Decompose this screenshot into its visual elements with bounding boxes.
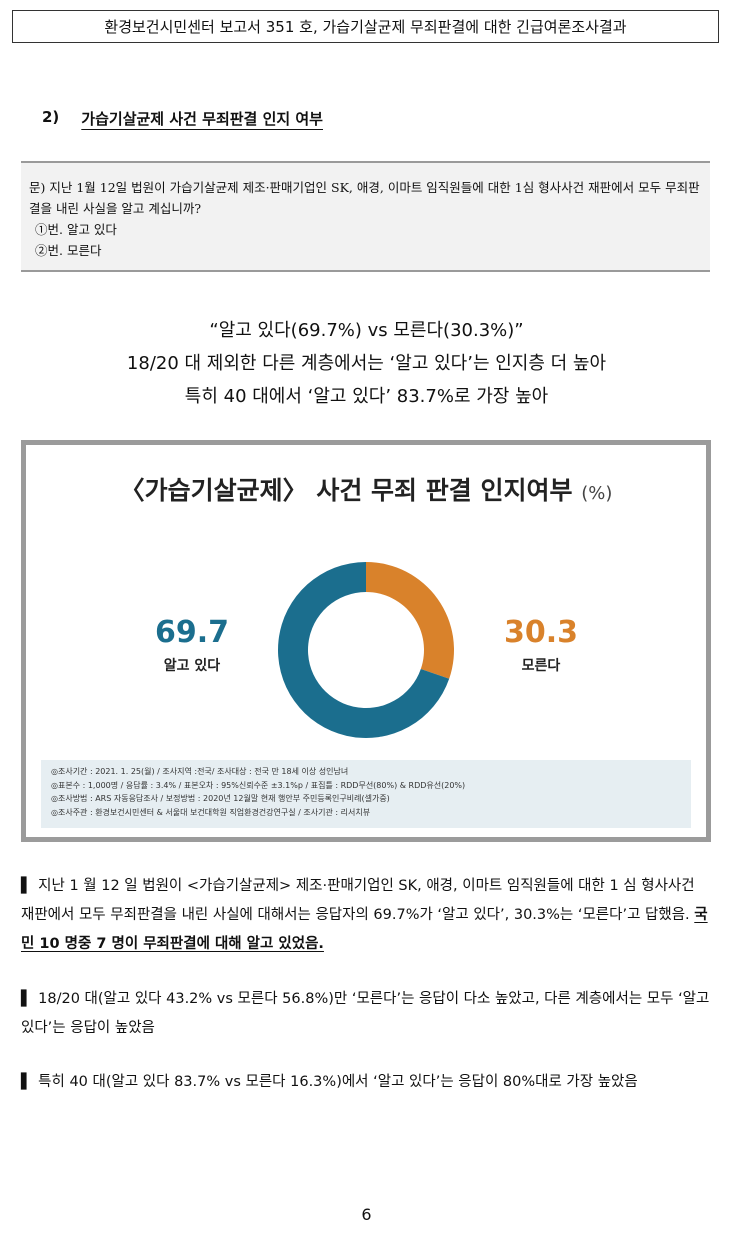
headline-line-1: “알고 있다(69.7%) vs 모른다(30.3%)” xyxy=(209,320,524,341)
paragraph-2-text: 18/20 대(알고 있다 43.2% vs 모른다 56.8%)만 ‘모른다’… xyxy=(21,991,710,1036)
paragraph-3-text: 특히 40 대(알고 있다 83.7% vs 모른다 16.3%)에서 ‘알고 … xyxy=(38,1074,638,1090)
question-box: 문) 지난 1월 12일 법원이 가습기살균제 제조·판매기업인 SK, 애경,… xyxy=(21,161,710,272)
donut-chart xyxy=(278,562,454,738)
bullet-marker: ▌ xyxy=(21,878,33,894)
bullet-marker: ▌ xyxy=(21,1074,33,1090)
headline-line-2: 18/20 대 제외한 다른 계층에서는 ‘알고 있다’는 인지층 더 높아 xyxy=(126,353,607,374)
report-header: 환경보건시민센터 보고서 351 호, 가습기살균제 무죄판결에 대한 긴급여론… xyxy=(12,10,719,43)
slice-known xyxy=(278,562,450,738)
report-header-title: 환경보건시민센터 보고서 351 호, 가습기살균제 무죄판결에 대한 긴급여론… xyxy=(104,18,627,36)
value-label-unknown: 30.3 xyxy=(503,615,579,650)
category-label-known: 알고 있다 xyxy=(163,658,221,674)
paragraph-1-emphasis: 국민 10 명중 7 명이 무죄판결에 대해 알고 있었음. xyxy=(21,907,708,952)
survey-notes: ◎조사기간 : 2021. 1. 25(월) / 조사지역 :전국/ 조사대상 … xyxy=(41,760,691,828)
question-option-1: ①번. 알고 있다 xyxy=(35,222,117,237)
bullet-marker: ▌ xyxy=(21,991,33,1007)
survey-note: ◎조사방법 : ARS 자동응답조사 / 보정방법 : 2020년 12월말 현… xyxy=(51,794,390,803)
chart-title: 〈가습기살균제〉 사건 무죄 판결 인지여부 (%) xyxy=(26,471,706,507)
category-label-unknown: 모른다 xyxy=(521,658,561,674)
paragraph-1-text: 지난 1 월 12 일 법원이 <가습기살균제> 제조·판매기업인 SK, 애경… xyxy=(21,878,695,923)
paragraph-1: ▌ 지난 1 월 12 일 법원이 <가습기살균제> 제조·판매기업인 SK, 애… xyxy=(21,872,711,959)
survey-note: ◎조사주관 : 환경보건시민센터 & 서울대 보건대학원 직업환경건강연구실 /… xyxy=(51,807,371,817)
section-heading: 2) 가습기살균제 사건 무죄판결 인지 여부 xyxy=(42,108,323,129)
section-title: 가습기살균제 사건 무죄판결 인지 여부 xyxy=(81,110,323,128)
paragraph-2: ▌ 18/20 대(알고 있다 43.2% vs 모른다 56.8%)만 ‘모른다… xyxy=(21,985,711,1043)
page-number: 6 xyxy=(361,1205,372,1224)
survey-note: ◎조사기간 : 2021. 1. 25(월) / 조사지역 :전국/ 조사대상 … xyxy=(51,767,349,776)
chart-frame: 〈가습기살균제〉 사건 무죄 판결 인지여부 (%) 69.7 알고 있다 30… xyxy=(21,440,711,842)
slice-unknown xyxy=(366,562,454,679)
chart-title-text: 〈가습기살균제〉 사건 무죄 판결 인지여부 xyxy=(119,476,573,505)
headline-line-3: 특히 40 대에서 ‘알고 있다’ 83.7%로 가장 높아 xyxy=(184,386,549,407)
survey-note: ◎표본수 : 1,000명 / 응답률 : 3.4% / 표본오차 : 95%신… xyxy=(51,780,466,790)
chart-unit: (%) xyxy=(581,483,613,504)
paragraph-3: ▌ 특히 40 대(알고 있다 83.7% vs 모른다 16.3%)에서 ‘알고… xyxy=(21,1068,711,1097)
question-option-2: ②번. 모른다 xyxy=(35,243,102,258)
question-text: 문) 지난 1월 12일 법원이 가습기살균제 제조·판매기업인 SK, 애경,… xyxy=(29,180,700,216)
section-number: 2) xyxy=(42,108,60,126)
value-label-known: 69.7 xyxy=(154,615,230,650)
